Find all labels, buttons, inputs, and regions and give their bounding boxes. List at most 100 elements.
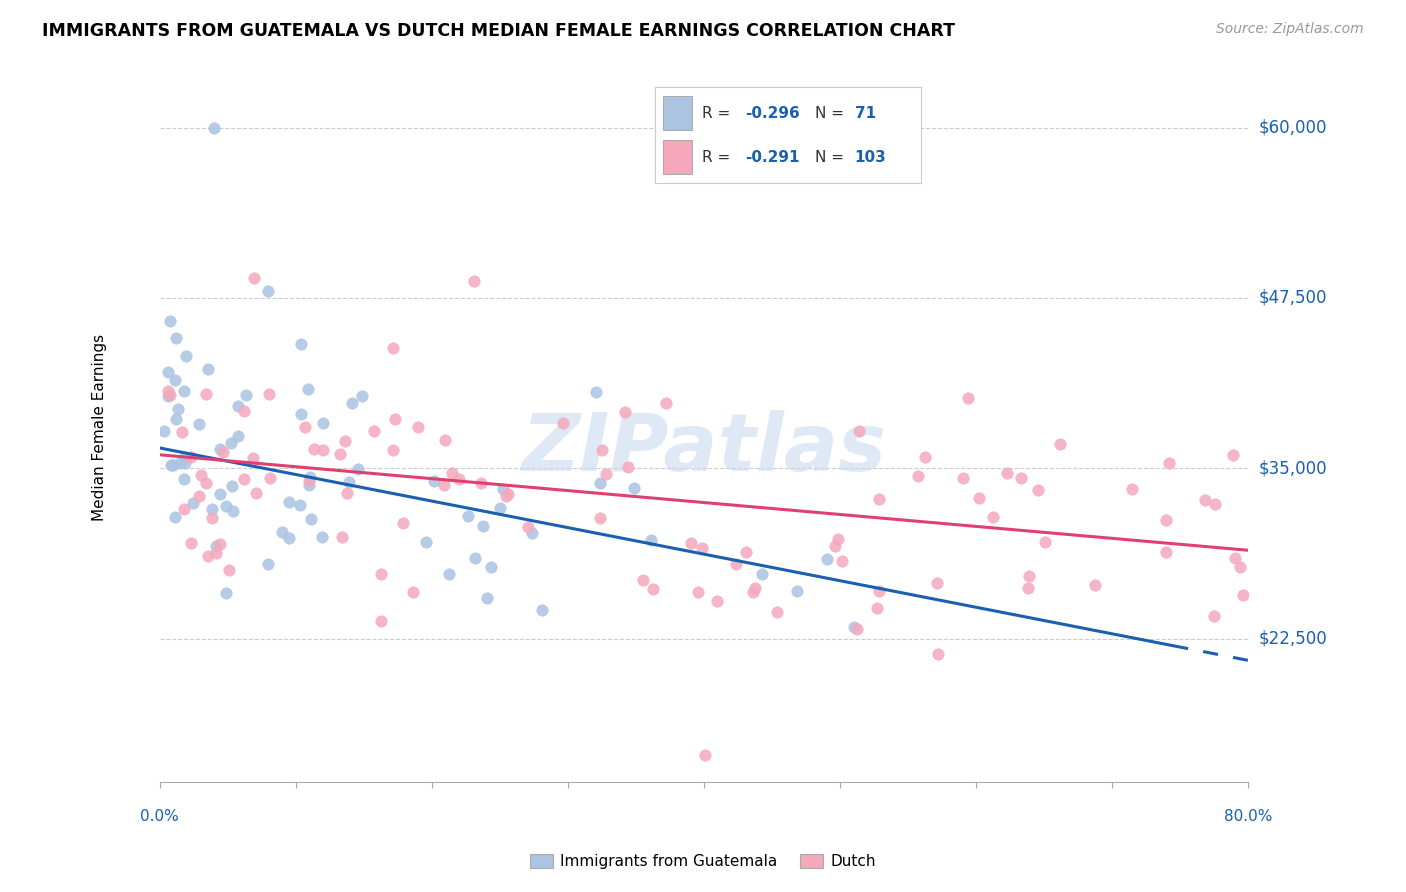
- Point: [197, 362, 219, 376]
- Point: [765, 606, 787, 620]
- Point: [173, 501, 195, 516]
- Point: [742, 585, 765, 599]
- Point: [1049, 437, 1071, 451]
- Point: [194, 476, 217, 491]
- Point: [173, 384, 195, 398]
- Point: [617, 460, 640, 475]
- Point: [233, 472, 256, 486]
- Point: [174, 450, 197, 464]
- Point: [415, 534, 437, 549]
- Point: [215, 499, 238, 513]
- Point: [724, 558, 747, 572]
- Point: [827, 532, 849, 546]
- Point: [157, 384, 180, 399]
- Point: [786, 584, 808, 599]
- Point: [613, 405, 636, 419]
- Point: [956, 391, 979, 405]
- Point: [290, 407, 312, 421]
- Point: [165, 412, 187, 426]
- Point: [591, 443, 613, 458]
- Point: [1033, 535, 1056, 549]
- Point: [298, 475, 321, 489]
- Point: [242, 451, 264, 466]
- Point: [463, 274, 485, 288]
- Point: [464, 550, 486, 565]
- Point: [457, 509, 479, 524]
- Point: [226, 429, 249, 443]
- Point: [868, 584, 890, 599]
- Point: [312, 416, 335, 430]
- Point: [162, 458, 184, 472]
- Point: [655, 396, 678, 410]
- Point: [479, 560, 502, 574]
- Point: [489, 501, 512, 516]
- Text: ZIPatlas: ZIPatlas: [522, 409, 886, 488]
- Point: [294, 420, 316, 434]
- Text: $60,000: $60,000: [1258, 119, 1327, 136]
- Point: [335, 486, 357, 500]
- Point: [472, 518, 495, 533]
- Point: [243, 270, 266, 285]
- Point: [163, 373, 186, 387]
- Point: [352, 389, 374, 403]
- Point: [209, 487, 232, 501]
- Point: [173, 472, 195, 486]
- Point: [690, 541, 713, 555]
- Text: Source: ZipAtlas.com: Source: ZipAtlas.com: [1216, 22, 1364, 37]
- Point: [333, 434, 356, 449]
- Point: [256, 284, 278, 298]
- Point: [312, 443, 335, 458]
- Point: [329, 447, 352, 461]
- Point: [298, 470, 321, 484]
- Legend: Immigrants from Guatemala, Dutch: Immigrants from Guatemala, Dutch: [523, 848, 883, 875]
- Point: [406, 419, 429, 434]
- Point: [278, 531, 301, 545]
- Point: [1204, 497, 1226, 511]
- Point: [914, 450, 936, 464]
- Point: [163, 510, 186, 524]
- Point: [1222, 448, 1244, 462]
- Point: [969, 491, 991, 506]
- Point: [180, 536, 202, 550]
- Point: [201, 502, 224, 516]
- Point: [160, 458, 183, 472]
- Point: [848, 424, 870, 438]
- Point: [232, 404, 254, 418]
- Point: [298, 478, 321, 492]
- Point: [817, 552, 839, 566]
- Point: [925, 575, 948, 590]
- Point: [209, 537, 232, 551]
- Point: [688, 585, 710, 599]
- Point: [633, 573, 655, 587]
- Text: 80.0%: 80.0%: [1223, 809, 1272, 824]
- Point: [219, 436, 242, 450]
- Point: [188, 417, 211, 432]
- Point: [681, 536, 703, 550]
- Point: [1202, 608, 1225, 623]
- Point: [1154, 544, 1177, 558]
- Point: [290, 336, 312, 351]
- Point: [433, 433, 456, 447]
- Point: [470, 476, 492, 491]
- Point: [623, 481, 645, 495]
- Point: [1159, 456, 1181, 470]
- Point: [1223, 551, 1246, 566]
- Point: [981, 510, 1004, 524]
- Point: [495, 489, 517, 503]
- Point: [551, 416, 574, 430]
- Point: [157, 365, 180, 379]
- Point: [433, 478, 456, 492]
- Point: [226, 399, 249, 413]
- Point: [846, 622, 869, 636]
- Point: [384, 411, 406, 425]
- Point: [257, 558, 280, 572]
- Point: [235, 388, 257, 402]
- Point: [337, 475, 360, 489]
- Point: [1121, 482, 1143, 496]
- Point: [188, 489, 211, 503]
- Point: [159, 313, 181, 327]
- Point: [1026, 483, 1049, 497]
- Point: [952, 471, 974, 485]
- Point: [202, 120, 225, 135]
- Point: [1194, 493, 1216, 508]
